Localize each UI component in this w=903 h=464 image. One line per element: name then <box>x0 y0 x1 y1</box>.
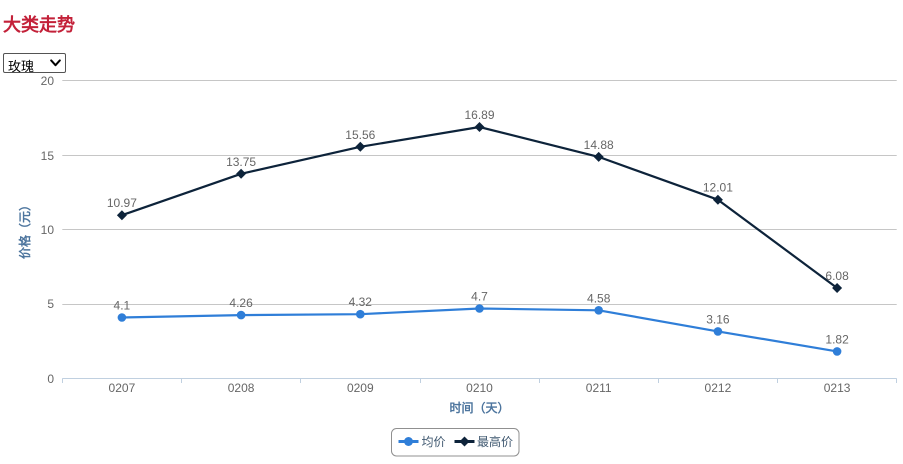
svg-text:4.26: 4.26 <box>229 296 253 310</box>
svg-text:4.32: 4.32 <box>349 295 373 309</box>
svg-text:0211: 0211 <box>586 381 612 395</box>
svg-text:10.97: 10.97 <box>107 196 137 210</box>
svg-text:0: 0 <box>47 372 54 386</box>
svg-text:12.01: 12.01 <box>703 181 733 195</box>
svg-text:14.88: 14.88 <box>584 138 614 152</box>
svg-text:0213: 0213 <box>824 381 851 395</box>
svg-text:15: 15 <box>41 149 55 163</box>
svg-text:4.1: 4.1 <box>114 299 131 313</box>
svg-text:时间（天）: 时间（天） <box>449 400 509 415</box>
svg-text:5: 5 <box>47 297 54 311</box>
svg-text:10: 10 <box>41 223 55 237</box>
svg-text:13.75: 13.75 <box>226 155 256 169</box>
svg-text:0212: 0212 <box>705 381 732 395</box>
svg-text:价格（元）: 价格（元） <box>17 199 32 259</box>
svg-text:均价: 均价 <box>422 435 446 449</box>
svg-text:最高价: 最高价 <box>477 434 513 449</box>
svg-text:0209: 0209 <box>347 381 374 395</box>
svg-text:0210: 0210 <box>466 381 493 395</box>
svg-text:0208: 0208 <box>228 381 255 395</box>
svg-text:20: 20 <box>41 74 55 88</box>
svg-text:16.89: 16.89 <box>464 108 494 122</box>
svg-text:0207: 0207 <box>109 381 136 395</box>
svg-text:4.7: 4.7 <box>471 290 488 304</box>
svg-text:6.08: 6.08 <box>825 269 849 283</box>
svg-text:3.16: 3.16 <box>706 312 730 326</box>
svg-text:4.58: 4.58 <box>587 291 611 305</box>
svg-text:1.82: 1.82 <box>825 332 849 346</box>
svg-text:15.56: 15.56 <box>345 128 375 142</box>
